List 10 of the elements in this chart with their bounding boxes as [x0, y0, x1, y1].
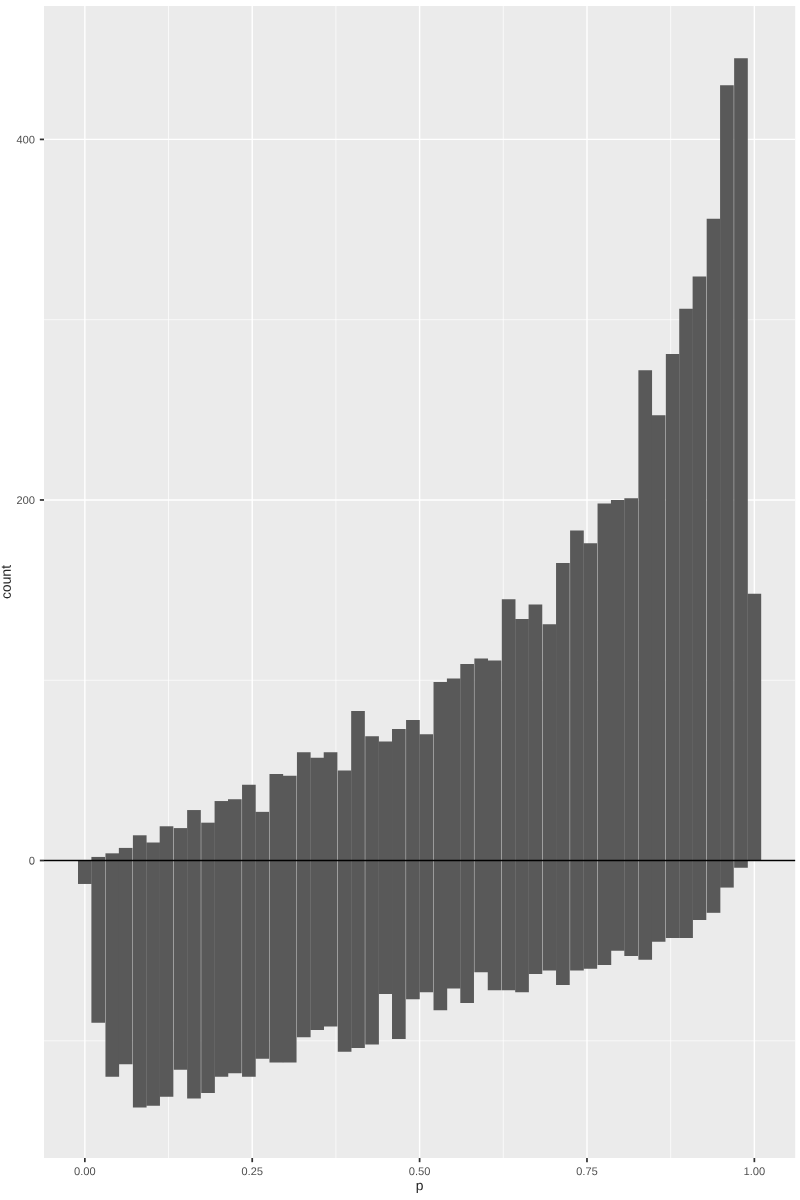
y-tick-label: 400 — [16, 135, 35, 144]
x-axis-title: p — [416, 1182, 423, 1194]
y-tick-label: 200 — [16, 496, 35, 505]
x-tick-label: 0.00 — [74, 1167, 96, 1176]
y-axis-title: count — [1, 565, 11, 599]
x-tick-label: 1.00 — [744, 1167, 765, 1176]
x-tick-label: 0.50 — [409, 1167, 430, 1176]
x-tick-label: 0.25 — [241, 1167, 263, 1176]
y-tick-label: 0 — [29, 856, 35, 865]
x-tick-label: 0.75 — [576, 1167, 598, 1176]
